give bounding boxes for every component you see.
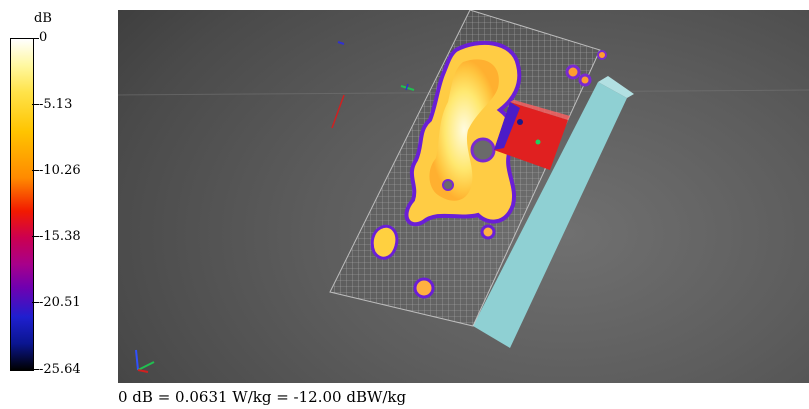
- colorbar-tick-label: -20.51: [39, 295, 81, 310]
- colorbar-tick-label: -15.38: [39, 229, 81, 244]
- colorbar-unit: dB: [34, 11, 52, 26]
- sar-distribution: [370, 40, 607, 299]
- colorbar-tick: [32, 302, 39, 303]
- colorbar-tick: [32, 236, 39, 237]
- colorbar-tick-label: -5.13: [39, 97, 73, 112]
- colorbar-tick-label: 0: [39, 30, 48, 45]
- colorbar-tick: [32, 369, 39, 370]
- zoom-scan-cube: [494, 100, 570, 170]
- sar-caption: 0 dB = 0.0631 W/kg = -12.00 dBW/kg: [118, 388, 407, 406]
- colorbar-tick: [32, 170, 39, 171]
- axis-marker: [331, 41, 415, 129]
- sar-render: [118, 10, 809, 373]
- colorbar-legend: dB 0 -5.13 -10.26 -15.38 -20.51 -25.64: [0, 0, 115, 385]
- colorbar-tick-label: -25.64: [39, 362, 81, 377]
- sar-3d-view[interactable]: [118, 10, 809, 383]
- phantom-slab: [473, 82, 627, 348]
- colorbar-tick: [32, 38, 39, 39]
- phantom-slab-edge: [598, 76, 634, 98]
- orientation-axes-icon: [135, 349, 155, 373]
- colorbar-tick: [32, 104, 39, 105]
- colorbar-tick-label: -10.26: [39, 163, 81, 178]
- colorbar-gradient: [10, 38, 34, 371]
